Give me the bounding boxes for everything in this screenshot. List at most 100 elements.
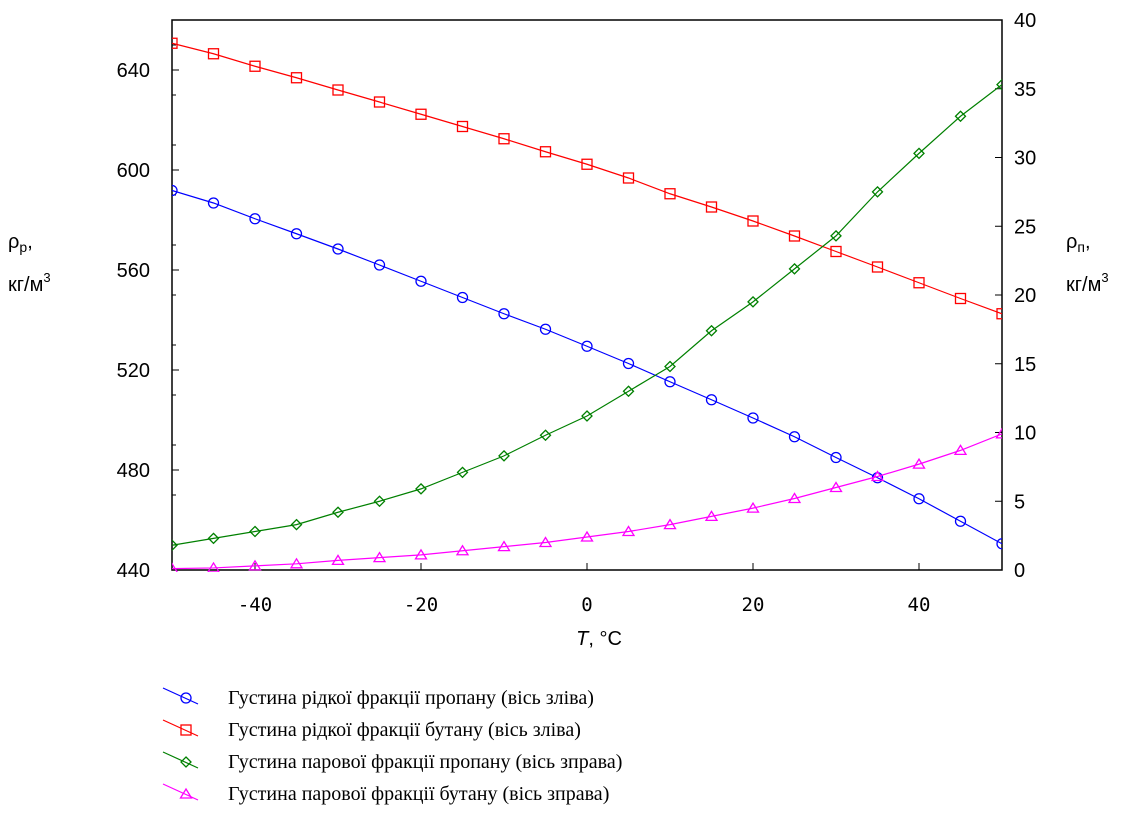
right-tick-label: 30	[1014, 148, 1036, 170]
series-3-point	[622, 385, 635, 398]
series-2-point	[290, 72, 303, 84]
x-tick-label: 0	[581, 594, 592, 616]
series-4-point	[995, 427, 1002, 439]
series-4-point	[538, 536, 553, 548]
series-1-point	[954, 515, 967, 527]
series-4-point	[207, 561, 220, 572]
series-4-point	[621, 525, 636, 537]
right-tick-label: 25	[1014, 216, 1036, 238]
series-2-point	[871, 261, 884, 273]
series-3-point	[581, 410, 593, 422]
series-4-point	[414, 548, 428, 560]
series-1-point	[581, 340, 593, 352]
right-tick-label: 15	[1014, 354, 1036, 376]
series-1-point	[172, 184, 178, 197]
series-4-point	[746, 501, 760, 513]
legend: Густина рідкої фракції пропану (вісь злі…	[162, 687, 622, 805]
right-axis-label-line2: кг/м3	[1066, 270, 1109, 296]
series-2-point	[498, 133, 510, 145]
series-2-point	[172, 37, 178, 49]
series-3-point	[954, 110, 967, 123]
series-3-point	[456, 466, 469, 479]
legend-line-4	[162, 783, 199, 801]
series-4-point	[870, 470, 885, 482]
legend-label-1: Густина рідкої фракції пропану (вісь злі…	[228, 687, 594, 709]
series-2-point	[539, 146, 552, 158]
x-tick-label: 20	[742, 594, 765, 616]
series-3-point	[996, 78, 1002, 91]
left-tick-label: 640	[117, 60, 150, 82]
series-1-point	[290, 228, 303, 240]
left-tick-label: 520	[117, 360, 150, 382]
x-tick-label: -40	[238, 594, 272, 616]
series-2-point	[664, 188, 676, 200]
series-2-point	[622, 172, 635, 184]
left-tick-label: 480	[117, 460, 150, 482]
legend-line-1	[162, 687, 199, 705]
series-1-point	[996, 538, 1002, 550]
right-tick-label: 10	[1014, 423, 1036, 445]
series-line-3	[172, 84, 1002, 546]
series-1-point	[664, 376, 676, 388]
left-tick-label: 560	[117, 260, 150, 282]
series-3-point	[373, 495, 386, 508]
series-2-point	[207, 48, 220, 60]
legend-label-2: Густина рідкої фракції бутану (вісь злів…	[228, 719, 581, 741]
series-2-point	[373, 96, 386, 108]
left-axis-label-line1: ρр,	[8, 231, 33, 255]
legend-marker-2	[180, 724, 192, 736]
right-tick-label: 0	[1014, 560, 1025, 582]
series-1-point	[705, 394, 718, 406]
series-1-point	[788, 431, 801, 443]
series-line-1	[172, 189, 1002, 545]
series-2-point	[456, 120, 469, 133]
series-1-point	[913, 493, 925, 505]
left-tick-label: 600	[117, 160, 150, 182]
series-3-point	[249, 525, 261, 538]
series-4-point	[331, 554, 345, 566]
series-4-point	[829, 481, 843, 493]
legend-line-3	[162, 751, 199, 769]
x-tick-label: 40	[908, 594, 931, 616]
series-1-point	[747, 412, 759, 424]
x-axis-label: T, °C	[576, 628, 622, 650]
legend-marker-4	[179, 787, 193, 799]
series-4-point	[704, 510, 719, 522]
legend-label-4: Густина парової фракції бутану (вісь зпр…	[228, 783, 609, 805]
series-3-point	[290, 518, 303, 531]
series-2-point	[747, 215, 759, 227]
series-2-point	[788, 230, 801, 242]
series-4-point	[663, 518, 677, 530]
series-line-4	[172, 433, 1002, 570]
series-2-point	[705, 201, 718, 213]
series-2-point	[996, 308, 1002, 320]
series-4-point	[787, 492, 802, 504]
right-tick-label: 20	[1014, 285, 1036, 307]
legend-marker-3	[180, 756, 192, 768]
series-3-point	[498, 449, 510, 462]
series-3-point	[788, 262, 801, 275]
series-3-point	[664, 360, 676, 373]
series-4-point	[455, 544, 470, 556]
legend-label-3: Густина парової фракції пропану (вісь зп…	[228, 751, 622, 773]
series-1-point	[830, 451, 842, 464]
series-1-point	[498, 308, 510, 320]
series-2-point	[830, 245, 842, 258]
series-2-point	[913, 277, 925, 289]
x-tick-label: -20	[404, 594, 438, 616]
series-3-point	[871, 185, 884, 198]
series-1-point	[249, 213, 261, 225]
series-1-point	[207, 197, 220, 209]
series-1-point	[456, 291, 469, 304]
plot-frame	[171, 19, 1003, 571]
series-4-point	[289, 557, 304, 569]
series-3-point	[415, 482, 427, 495]
series-3-point	[913, 147, 925, 160]
series-4-point	[912, 457, 926, 469]
series-3-point	[830, 229, 842, 242]
right-tick-label: 5	[1014, 491, 1025, 513]
left-tick-label: 440	[117, 560, 150, 582]
right-tick-label: 35	[1014, 79, 1036, 101]
series-3-point	[172, 539, 178, 552]
